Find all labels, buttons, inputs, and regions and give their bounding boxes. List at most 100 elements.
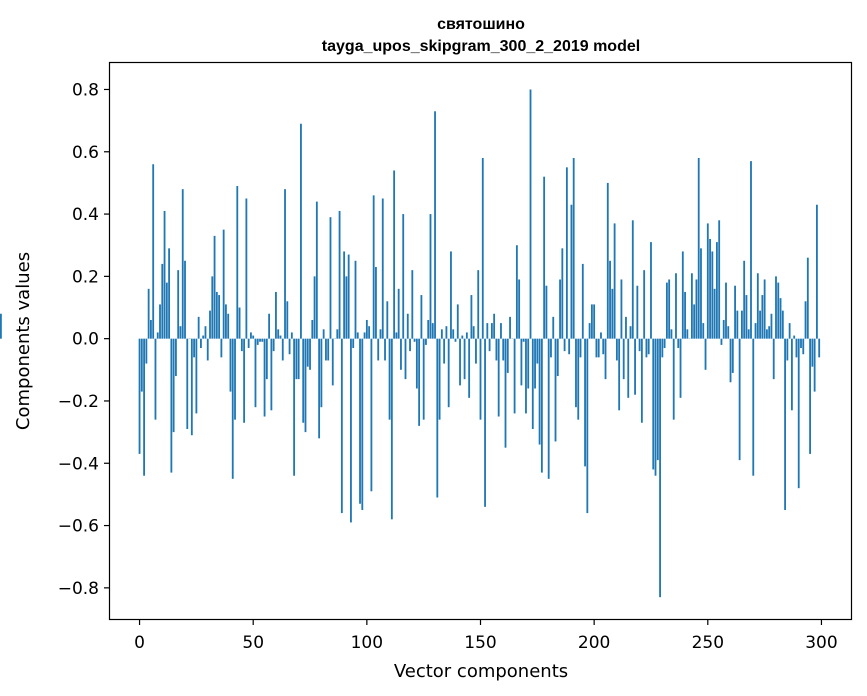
bar-143 <box>463 338 466 380</box>
x-tick-label: 300 <box>805 633 837 653</box>
bar-225 <box>650 242 652 339</box>
bar-72 <box>302 338 305 423</box>
bar-108 <box>384 338 386 361</box>
bar-64 <box>284 189 286 339</box>
bar-91 <box>345 276 348 339</box>
bar-196 <box>584 338 586 467</box>
bar-264 <box>738 338 741 461</box>
y-tick-label: −0.8 <box>58 579 99 599</box>
bar-268 <box>747 329 750 339</box>
bar-189 <box>568 338 571 355</box>
bar-134 <box>443 338 446 364</box>
bar-74 <box>306 338 309 367</box>
bar-221 <box>640 338 643 423</box>
bar-89 <box>340 338 343 514</box>
bar-79 <box>318 338 321 439</box>
bar-195 <box>581 263 584 339</box>
bar-231 <box>663 338 666 348</box>
bar-250 <box>706 223 709 339</box>
bar-297 <box>813 338 816 392</box>
bar-9 <box>159 304 161 339</box>
x-axis-label: Vector components <box>394 661 568 682</box>
bar-152 <box>484 338 486 507</box>
bar-85 <box>331 338 334 386</box>
bar-188 <box>565 167 568 339</box>
bar-148 <box>475 338 477 364</box>
bar-44 <box>238 307 241 339</box>
bar-277 <box>768 326 771 339</box>
bar-71 <box>300 123 302 339</box>
bar-6 <box>152 164 155 339</box>
bar-128 <box>429 214 432 339</box>
bar-233 <box>668 279 671 339</box>
bar-75 <box>309 338 311 370</box>
bar-13 <box>168 248 171 339</box>
bar-156 <box>493 313 496 339</box>
bar-167 <box>518 279 521 339</box>
bar-59 <box>272 338 275 352</box>
bar-292 <box>802 338 805 355</box>
chart-subtitle: tayga_upos_skipgram_300_2_2019 model <box>322 38 640 55</box>
bar-126 <box>425 338 427 345</box>
bar-180 <box>547 338 550 479</box>
bar-155 <box>490 323 493 339</box>
bar-202 <box>597 338 600 358</box>
bar-139 <box>454 338 457 342</box>
bar-218 <box>634 338 636 395</box>
bar-47 <box>245 198 248 339</box>
bar-187 <box>563 338 566 352</box>
bar-24 <box>193 338 196 358</box>
y-axis: −0.8 −0.6 −0.4 −0.2 0.0 0.2 0.4 0.6 0.8 <box>58 80 110 599</box>
bar-111 <box>390 338 393 520</box>
bar-31 <box>209 310 211 339</box>
bar-11 <box>163 210 166 339</box>
bar-282 <box>779 298 782 339</box>
bar-186 <box>561 248 564 339</box>
bar-266 <box>743 260 746 339</box>
bar-177 <box>540 338 543 473</box>
bar-32 <box>211 276 214 339</box>
bar-121 <box>413 338 416 342</box>
bar-88 <box>338 210 341 339</box>
bar-228 <box>656 338 659 461</box>
bar-193 <box>577 338 580 420</box>
bar-281 <box>777 282 780 339</box>
bar-51 <box>254 338 257 408</box>
bar-238 <box>679 338 682 398</box>
bar-45 <box>240 338 243 352</box>
bar-147 <box>472 326 475 339</box>
bar-209 <box>613 223 616 339</box>
bar-151 <box>481 158 484 339</box>
bar-109 <box>386 301 389 339</box>
bar-163 <box>509 316 511 339</box>
bar-170 <box>525 338 527 414</box>
bar-53 <box>259 338 261 342</box>
bar-135 <box>445 326 448 339</box>
bar-15 <box>172 338 175 433</box>
bar-146 <box>470 295 473 339</box>
bar-176 <box>538 338 541 445</box>
bar-62 <box>279 335 282 339</box>
bar-197 <box>586 338 589 514</box>
x-axis: 0 50 100 150 200 250 300 <box>134 619 838 653</box>
bar-52 <box>256 338 259 345</box>
bar-66 <box>288 338 291 355</box>
bar-159 <box>500 323 502 339</box>
bar-125 <box>422 338 425 420</box>
bar-234 <box>670 329 673 339</box>
bar-138 <box>452 329 455 339</box>
bar-248 <box>702 323 705 339</box>
bar-0 <box>138 338 141 454</box>
bar-269 <box>750 161 752 339</box>
bar-96 <box>356 332 359 339</box>
y-tick-label: 0.6 <box>72 143 99 163</box>
bar-65 <box>286 301 289 339</box>
bar-102 <box>370 338 373 492</box>
bar-105 <box>377 338 380 361</box>
bar-107 <box>381 198 384 339</box>
bar-290 <box>797 338 800 489</box>
bar-283 <box>781 310 784 339</box>
bar-20 <box>184 260 186 339</box>
bar-98 <box>361 338 364 510</box>
bar-38 <box>225 304 227 339</box>
